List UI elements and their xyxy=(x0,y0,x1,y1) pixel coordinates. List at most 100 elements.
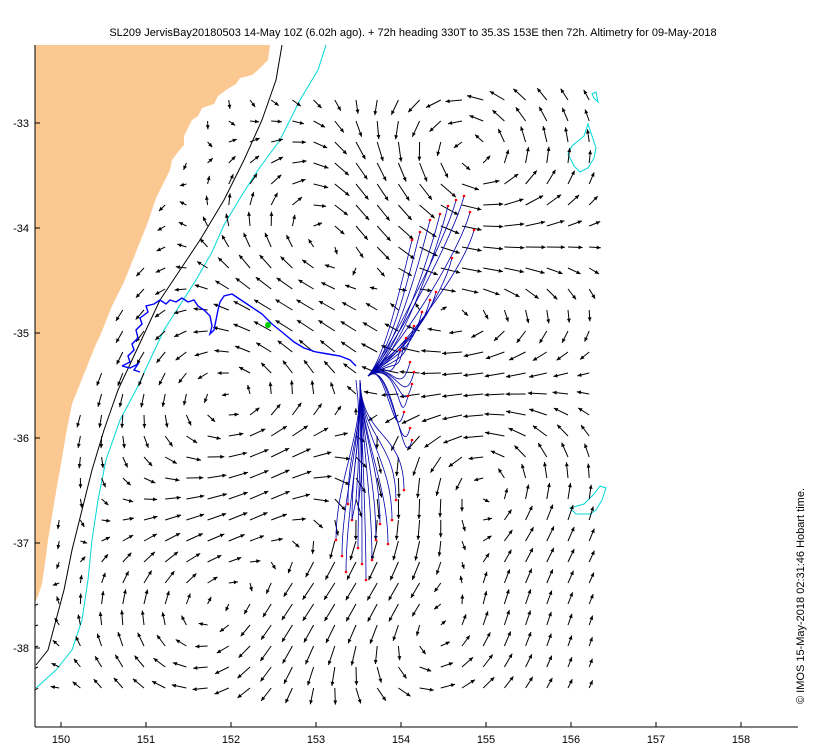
current-vector-arrowhead xyxy=(340,230,345,235)
current-vector-arrowhead xyxy=(264,449,269,453)
current-vector-arrowhead xyxy=(484,412,489,417)
current-vector-arrow xyxy=(35,624,39,627)
current-vector-arrowhead xyxy=(350,661,355,666)
current-vector-arrowhead xyxy=(135,293,141,298)
current-vector-arrowhead xyxy=(537,88,542,93)
current-vector-arrowhead xyxy=(417,156,422,161)
current-vector-arrowhead xyxy=(586,129,590,134)
current-vector-arrowhead xyxy=(324,595,328,600)
current-vector-arrowhead xyxy=(442,372,447,377)
current-vector-arrowhead xyxy=(569,592,573,597)
isobath-200m xyxy=(35,45,283,666)
current-vector-arrowhead xyxy=(553,373,558,378)
current-vector-arrowhead xyxy=(255,137,260,142)
current-vector-arrowhead xyxy=(564,462,569,467)
current-vector-arrowhead xyxy=(363,390,369,395)
current-vector-arrowhead xyxy=(525,318,530,324)
current-vector-arrowhead xyxy=(529,408,534,413)
current-vector-arrowhead xyxy=(442,416,447,421)
current-vector-arrowhead xyxy=(364,215,370,221)
x-tick-label: 155 xyxy=(477,734,495,746)
current-vector-arrowhead xyxy=(570,549,575,554)
forecast-path-core xyxy=(351,379,360,521)
current-vector-arrowhead xyxy=(299,339,304,344)
current-vector-arrowhead xyxy=(127,552,132,557)
current-vector-arrowhead xyxy=(345,284,350,289)
current-vector-arrowhead xyxy=(368,575,373,581)
current-vector-arrowhead xyxy=(341,341,346,346)
current-vector-arrowhead xyxy=(269,211,274,216)
current-vector-arrowhead xyxy=(508,653,513,659)
current-vector-arrowhead xyxy=(408,107,413,113)
current-vector-arrowhead xyxy=(115,654,120,660)
current-vector-arrowhead xyxy=(546,482,551,488)
current-vector-arrowhead xyxy=(538,443,542,448)
current-vector-arrowhead xyxy=(77,464,82,469)
current-vector-arrowhead xyxy=(221,513,227,517)
current-vector-arrowhead xyxy=(450,683,456,688)
forecast-path-north xyxy=(367,373,413,449)
current-vector-arrowhead xyxy=(233,580,238,585)
current-vector-arrowhead xyxy=(140,403,144,408)
current-vector-arrowhead xyxy=(396,514,401,519)
current-vector-arrowhead xyxy=(82,540,88,544)
current-vector-arrowhead xyxy=(498,268,503,273)
current-vector-arrowhead xyxy=(225,213,229,218)
current-vector-arrowhead xyxy=(477,269,482,273)
current-vector-arrowhead xyxy=(430,214,435,219)
current-vector-arrowhead xyxy=(208,142,213,148)
current-vector-arrowhead xyxy=(95,656,99,661)
x-axis: 150 151 152 153 154 155 156 157 158 xyxy=(52,722,750,746)
current-vector-arrowhead xyxy=(170,571,175,576)
forecast-path-north xyxy=(367,299,431,377)
current-vector-arrowhead xyxy=(584,337,588,342)
current-vector-arrowhead xyxy=(556,194,562,199)
current-vector-arrowhead xyxy=(398,157,403,162)
current-vector-arrowhead xyxy=(199,238,205,243)
current-vector-arrowhead xyxy=(548,655,552,661)
current-vector-arrowhead xyxy=(155,335,160,340)
current-vector-arrowhead xyxy=(275,320,280,325)
current-vector-arrowhead xyxy=(577,373,582,377)
current-vector-arrowhead xyxy=(378,493,383,498)
current-vector-arrowhead xyxy=(138,381,142,386)
current-vector-arrowhead xyxy=(215,670,220,674)
current-vector-arrowhead xyxy=(30,646,34,650)
y-tick-label: -35 xyxy=(13,328,29,340)
current-vector-arrowhead xyxy=(175,533,181,537)
current-vector-arrowhead xyxy=(567,483,572,488)
current-vector-arrowhead xyxy=(486,632,491,637)
current-vector-arrowhead xyxy=(568,613,573,619)
current-vector-arrowhead xyxy=(307,680,311,686)
current-vector-arrowhead xyxy=(556,356,561,361)
current-vector-arrowhead xyxy=(421,649,426,655)
current-vector-arrowhead xyxy=(487,535,492,540)
current-vector-arrowhead xyxy=(569,505,574,510)
current-vector-arrowhead xyxy=(382,176,387,181)
current-vector-arrowhead xyxy=(414,556,419,561)
current-vector-arrowhead xyxy=(93,679,98,684)
forecast-endpoint xyxy=(410,382,414,386)
current-vector-arrowhead xyxy=(541,245,546,250)
current-vector-arrowhead xyxy=(243,471,248,476)
current-vector-arrowhead xyxy=(337,405,341,411)
current-vector-arrowhead xyxy=(548,633,552,639)
current-vector-arrowhead xyxy=(552,390,557,395)
current-vector-arrowhead xyxy=(323,427,329,432)
current-vector-arrowhead xyxy=(459,575,464,581)
current-vector-arrowhead xyxy=(303,638,308,643)
current-vector-arrowhead xyxy=(507,549,512,555)
current-vector-arrowhead xyxy=(543,462,547,467)
current-vector-arrowhead xyxy=(564,127,568,132)
current-vector-arrowhead xyxy=(261,696,266,701)
current-vector-arrowhead xyxy=(168,441,173,447)
current-vector-arrowhead xyxy=(266,589,270,594)
current-vector-arrowhead xyxy=(221,235,226,240)
current-vector-arrowhead xyxy=(254,155,260,160)
current-vector-arrowhead xyxy=(548,677,553,683)
current-vector-arrowhead xyxy=(494,336,499,341)
current-vector-arrowhead xyxy=(505,589,510,594)
y-axis: -33 -34 -35 -36 -37 -38 xyxy=(13,118,40,655)
y-tick-label: -34 xyxy=(13,223,29,235)
current-vector-arrowhead xyxy=(426,103,431,108)
